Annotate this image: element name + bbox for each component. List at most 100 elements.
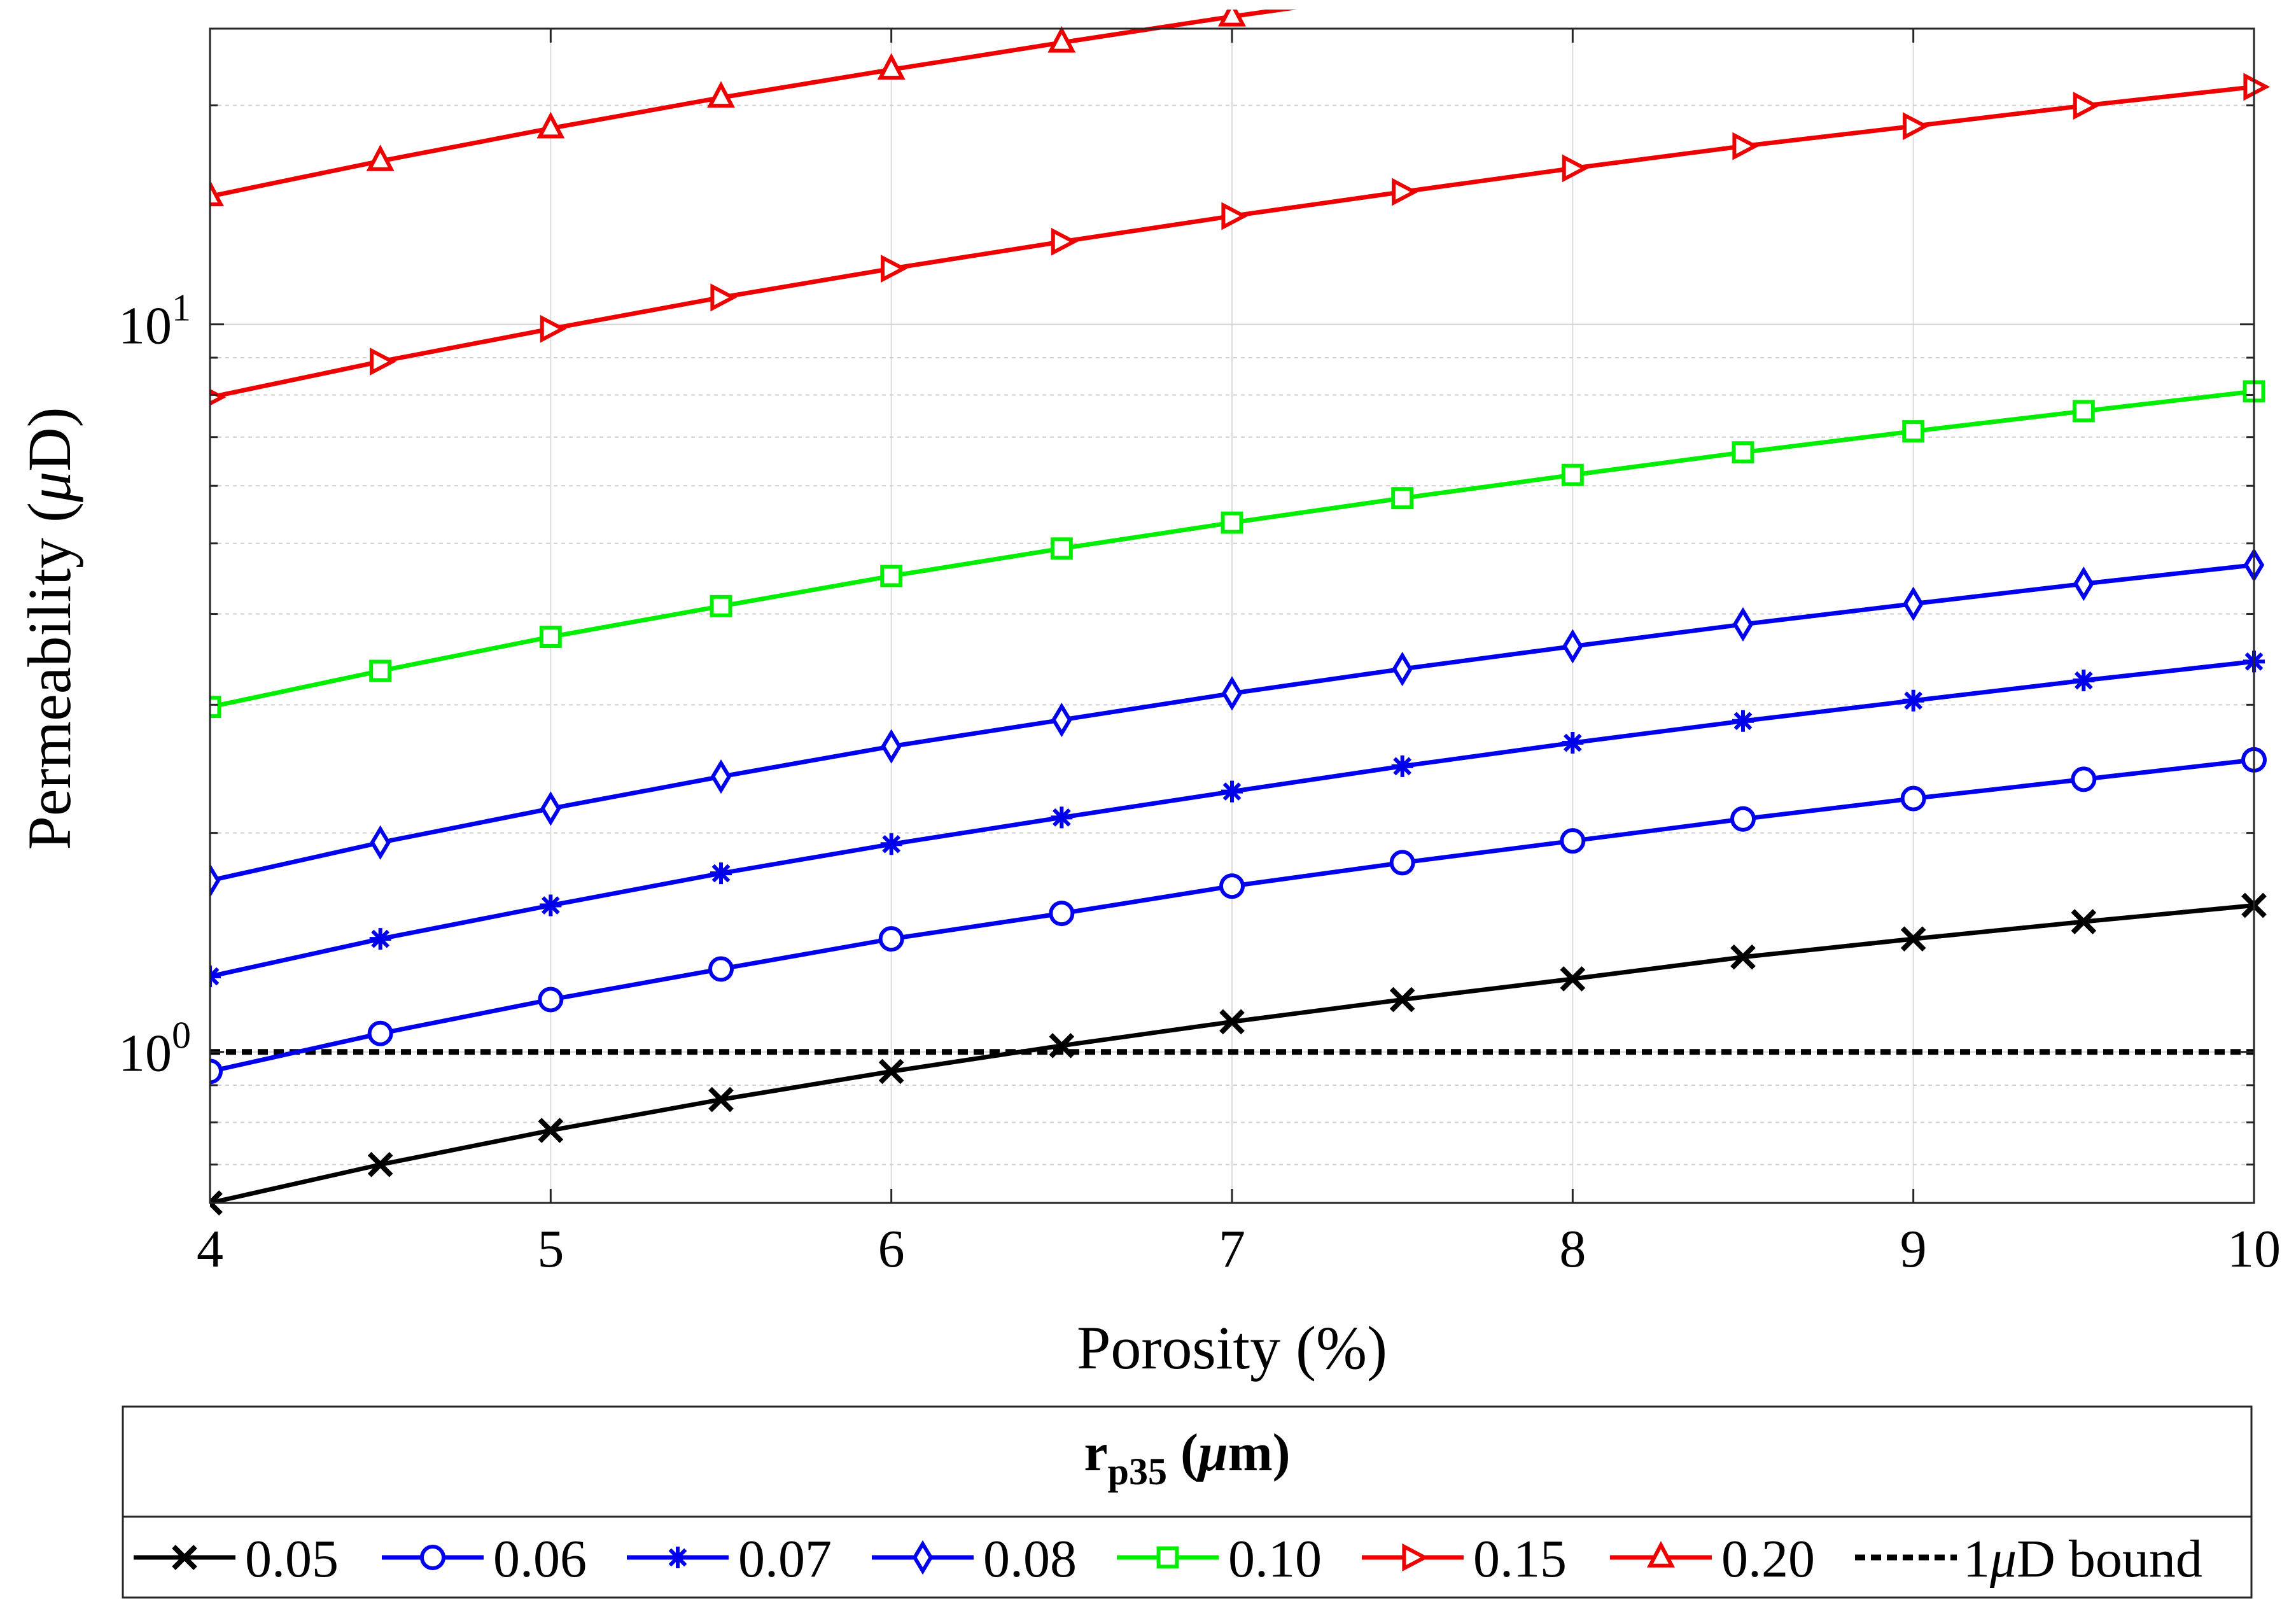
marker-x xyxy=(1389,987,1415,1013)
x-axis-label: Porosity (%) xyxy=(1077,1314,1387,1382)
marker-circle xyxy=(420,1545,445,1570)
legend-item-0.08: 0.08 xyxy=(872,1529,1077,1589)
marker-circle xyxy=(878,926,904,952)
data-point xyxy=(880,565,903,587)
data-point xyxy=(536,111,565,139)
data-point xyxy=(1730,806,1756,832)
x-tick-label: 10 xyxy=(2227,1219,2281,1279)
marker-circle xyxy=(708,956,734,982)
data-point xyxy=(2072,400,2095,423)
marker-square xyxy=(710,594,732,617)
marker-x xyxy=(2071,909,2097,934)
legend-label-mu: μ xyxy=(1989,1529,2017,1589)
marker-triangle-right xyxy=(540,314,567,343)
marker-circle xyxy=(367,1020,393,1046)
legend-title-subscript: p35 xyxy=(1108,1451,1167,1493)
marker-x xyxy=(1049,1033,1075,1058)
marker-star xyxy=(2073,670,2095,692)
marker-x xyxy=(210,1190,223,1216)
data-point xyxy=(367,1151,393,1177)
data-point xyxy=(1903,112,1929,141)
marker-star xyxy=(1051,806,1073,829)
legend-title-open: ( xyxy=(1167,1423,1198,1482)
data-point xyxy=(369,928,391,950)
legend-title-mu: μ xyxy=(1196,1423,1228,1482)
series-0.15 xyxy=(210,73,2271,406)
marker-x xyxy=(367,1151,393,1177)
marker-square xyxy=(210,696,221,719)
marker-circle xyxy=(1219,873,1245,899)
marker-x xyxy=(1730,944,1756,970)
x-tick-label: 4 xyxy=(197,1219,223,1279)
marker-triangle-right xyxy=(1732,132,1760,160)
y-axis-label: Permeability (μD) xyxy=(15,407,83,850)
marker-square xyxy=(1050,537,1073,560)
data-point xyxy=(1051,227,1078,256)
y-tick-label: 101 xyxy=(118,287,191,356)
data-point xyxy=(539,626,562,649)
data-point xyxy=(210,179,224,207)
data-point xyxy=(881,255,907,283)
marker-diamond xyxy=(1051,702,1072,738)
marker-triangle-up xyxy=(1647,1541,1675,1568)
data-point xyxy=(877,53,906,80)
marker-triangle-up xyxy=(210,179,224,207)
marker-circle xyxy=(1389,850,1415,876)
marker-x xyxy=(1900,926,1926,952)
data-point xyxy=(708,1086,734,1113)
y-tick-label: 100 xyxy=(118,1015,191,1083)
data-point xyxy=(1560,828,1586,854)
data-point xyxy=(369,659,392,682)
data-point xyxy=(540,314,567,343)
marker-star xyxy=(667,1547,689,1568)
data-point xyxy=(710,862,732,885)
marker-square xyxy=(2072,400,2095,423)
y-tick-label-exponent: 0 xyxy=(172,1015,191,1057)
marker-x xyxy=(172,1545,197,1570)
marker-diamond xyxy=(370,825,391,860)
series-0.06 xyxy=(210,747,2267,1085)
legend-item-0.15: 0.15 xyxy=(1362,1529,1567,1589)
marker-square xyxy=(1561,463,1584,486)
data-point xyxy=(1900,785,1926,812)
data-point xyxy=(1903,586,1924,621)
data-point xyxy=(1902,420,1925,443)
marker-star xyxy=(1562,732,1584,754)
data-point xyxy=(1221,202,1249,230)
data-point xyxy=(370,348,396,376)
marker-diamond xyxy=(1221,676,1243,711)
marker-triangle-up xyxy=(877,53,906,80)
data-point xyxy=(1732,607,1754,642)
marker-square xyxy=(1391,487,1414,510)
data-point xyxy=(538,1118,564,1143)
data-point xyxy=(1392,178,1418,206)
data-point xyxy=(1732,710,1754,732)
marker-star xyxy=(1902,689,1924,712)
data-point xyxy=(2073,566,2094,601)
marker-star xyxy=(1391,755,1413,777)
marker-triangle-right xyxy=(710,283,738,312)
marker-diamond xyxy=(2073,566,2094,601)
marker-triangle-up xyxy=(536,111,565,139)
marker-triangle-right xyxy=(1051,227,1078,256)
marker-circle xyxy=(2071,766,2097,792)
data-point xyxy=(878,926,904,952)
x-tick-label: 7 xyxy=(1219,1219,1245,1279)
data-point xyxy=(210,863,221,898)
data-point xyxy=(1391,755,1413,777)
data-point xyxy=(1221,511,1243,534)
marker-triangle-up xyxy=(1047,25,1076,53)
data-point xyxy=(1561,463,1584,486)
marker-triangle-right xyxy=(1402,1543,1429,1571)
x-tick-label: 9 xyxy=(1900,1219,1927,1279)
x-tick-label: 5 xyxy=(537,1219,564,1279)
data-point xyxy=(1900,926,1926,952)
data-point xyxy=(1562,154,1589,183)
data-point xyxy=(2243,73,2271,101)
data-point xyxy=(210,1058,223,1085)
data-point xyxy=(1047,25,1076,53)
marker-diamond xyxy=(1562,629,1583,664)
marker-x xyxy=(538,1118,564,1143)
data-point xyxy=(2071,766,2097,792)
